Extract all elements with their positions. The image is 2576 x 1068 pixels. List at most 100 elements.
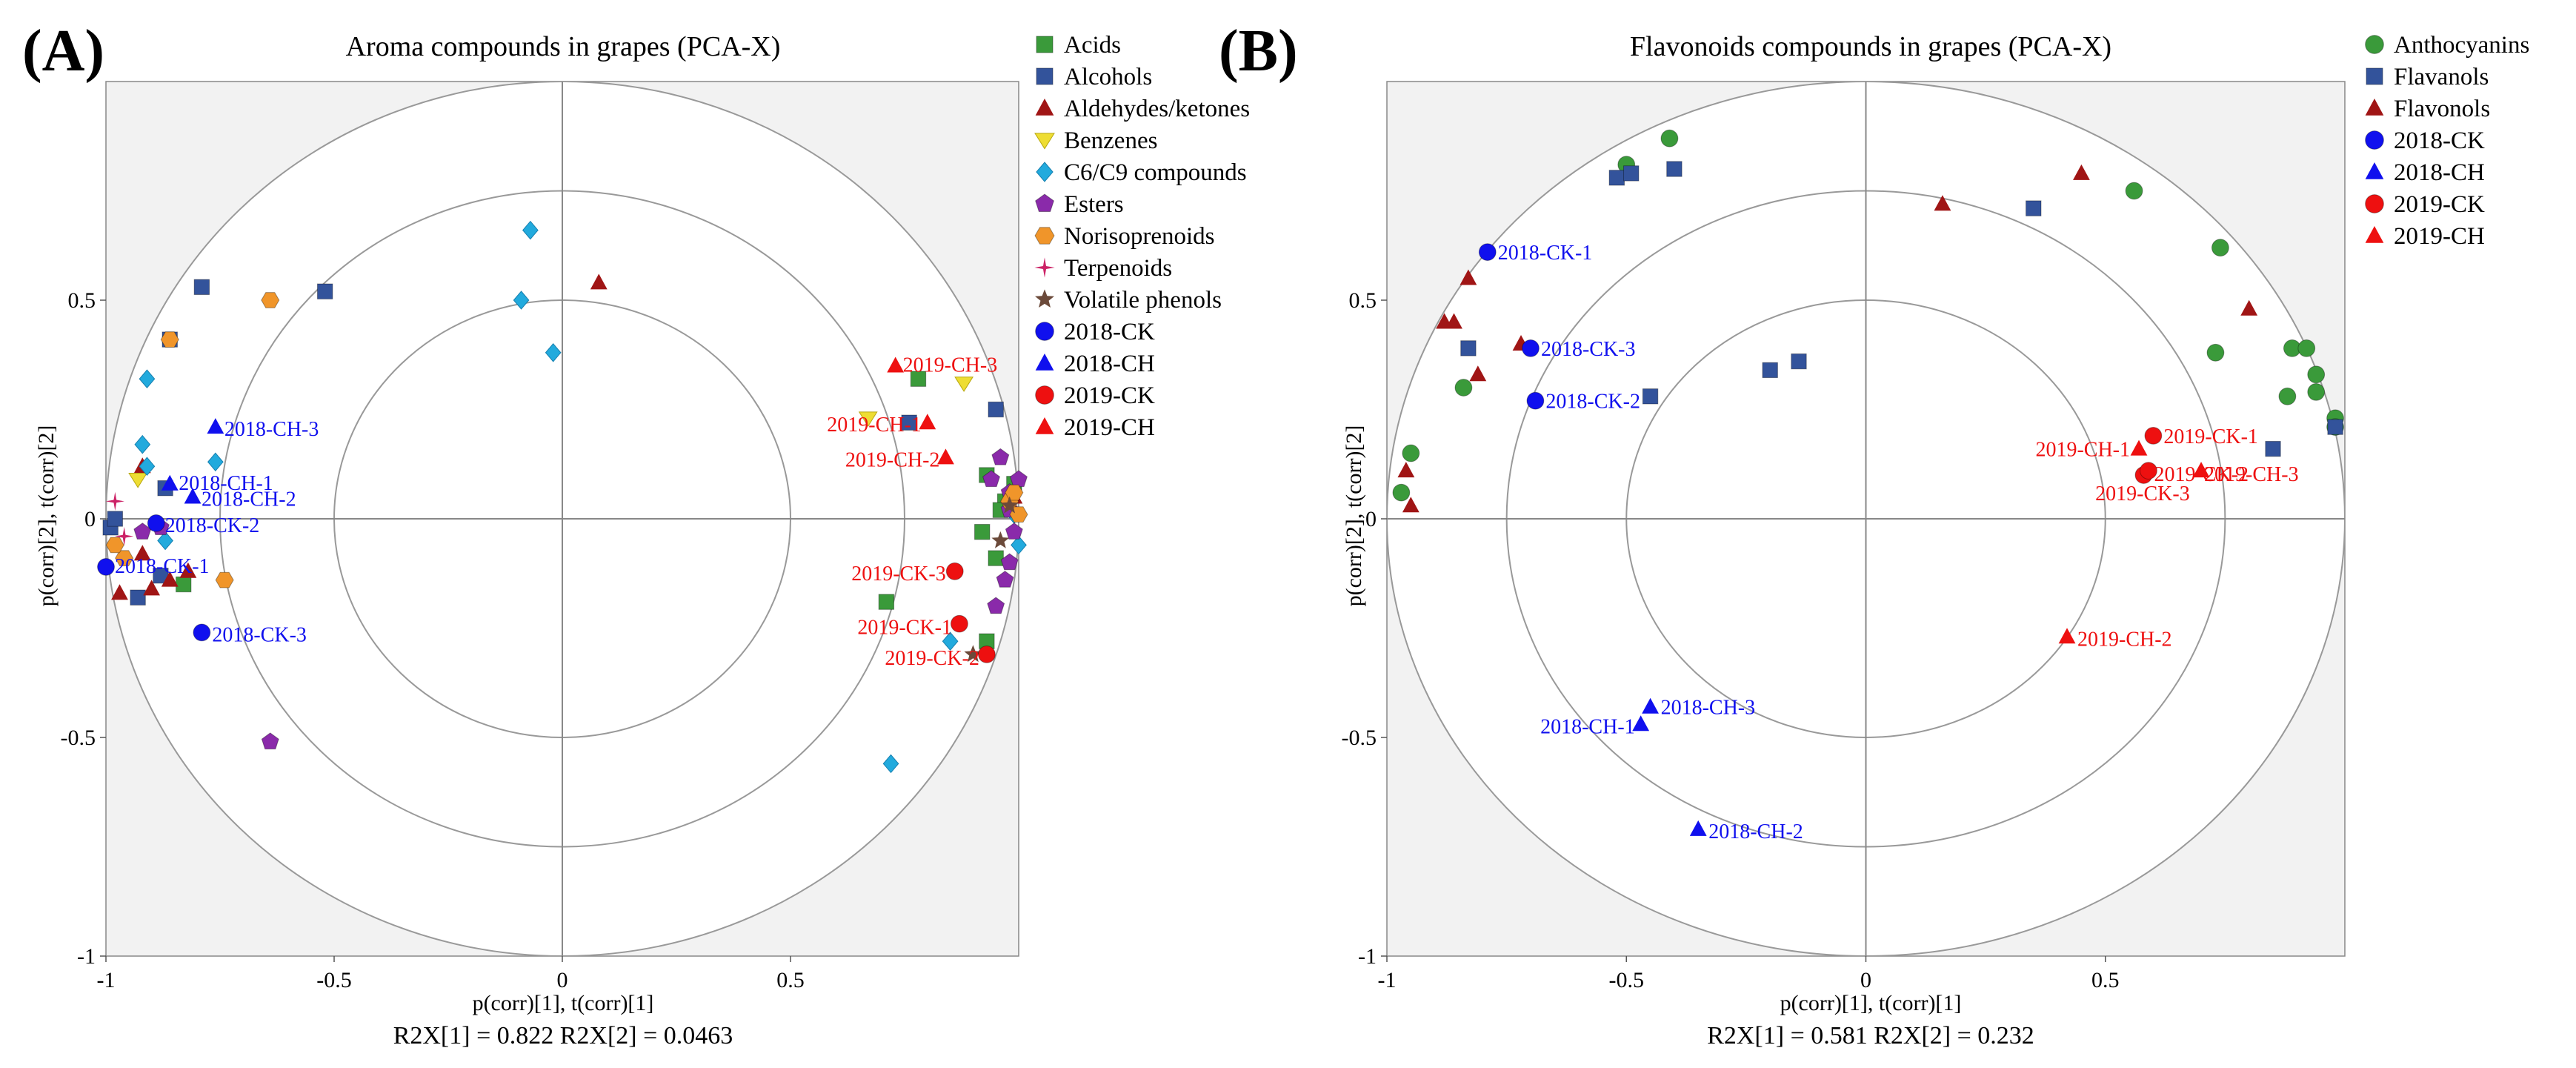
panel-b-xtick-label: 0 [1860, 968, 1871, 992]
panel-a-point-aldehydes-ketones [179, 562, 197, 578]
panel-a-obs-label-2018-ck-1: 2018-CK-1 [115, 555, 210, 578]
panel-a-label: (A) [22, 19, 104, 84]
panel-a-legend-label-benzenes: Benzenes [1064, 127, 1157, 154]
panel-a-point-aldehydes-ketones [143, 580, 160, 596]
panel-a-obs-label-2019-ch-1: 2019-CH-1 [827, 414, 922, 437]
panel-a-series-2019-ck: 2019-CK-1 2019-CK-2 2019-CK-3 [851, 562, 996, 670]
panel-b-obs-label-2019-ch-3: 2019-CH-3 [2204, 463, 2299, 486]
panel-a-legend-marker-c6-c9-compounds [1036, 162, 1054, 182]
panel-a-point-volatile-phenols [1000, 496, 1019, 514]
panel-a-legend-item-acids: Acids [1036, 32, 1121, 59]
panel-a-ytick-label: -0.5 [61, 726, 96, 750]
panel-a-point-c6-c9-compounds [942, 631, 959, 651]
panel-b-ytick-label: 0 [1365, 507, 1377, 531]
panel-a-legend-item-2019-ck: 2019-CK [1035, 382, 1155, 409]
panel-a-legend-marker-acids [1036, 36, 1054, 53]
panel-a-point-esters [1005, 523, 1023, 540]
panel-a-point-alcohols [316, 283, 333, 299]
panel-a-xtick-label: -0.5 [316, 968, 352, 992]
panel-b-point-2018-ch [1642, 697, 1659, 714]
panel-a-point-norisoprenoids [115, 550, 134, 566]
panel-b-obs-label-2018-ck-3: 2018-CK-3 [1541, 338, 1636, 361]
panel-a-point-esters [996, 570, 1014, 588]
panel-a-legend-label-acids: Acids [1064, 32, 1121, 59]
panel-a-series-c6-c9-compounds [134, 220, 1027, 774]
panel-b-point-anthocyanins [1454, 379, 1473, 397]
panel-b-ytick-label: 0.5 [1349, 288, 1377, 313]
panel-b-point-anthocyanins [2307, 383, 2326, 401]
panel-a-point-c6-c9-compounds [139, 457, 156, 476]
panel-a-legend-label-c6-c9-compounds: C6/C9 compounds [1064, 159, 1247, 186]
panel-b-legend-marker-2019-ch [2365, 226, 2384, 243]
panel-a-obs-label-2018-ch-3: 2018-CH-3 [224, 418, 319, 441]
panel-a-xtick-label: 0.5 [776, 968, 805, 992]
panel-b-point-2018-ck [1522, 339, 1540, 357]
panel-a-point-benzenes [858, 411, 878, 428]
panel-b-point-anthocyanins [1392, 483, 1411, 502]
panel-a-title: Aroma compounds in grapes (PCA-X) [346, 31, 781, 62]
panel-b-legend-item-2019-ck: 2019-CK [2365, 191, 2485, 218]
panel-a-point-c6-c9-compounds [207, 452, 224, 472]
panel-a-xlabel: p(corr)[1], t(corr)[1] [473, 991, 654, 1015]
panel-a-point-aldehydes-ketones [133, 545, 151, 561]
panel-a-point-esters [991, 448, 1010, 465]
panel-b-legend-label-2019-ch: 2019-CH [2394, 223, 2485, 250]
panel-a-legend-item-c6-c9-compounds: C6/C9 compounds [1036, 159, 1247, 186]
panel-a-point-acids [878, 594, 895, 610]
panel-b-point-2018-ck [1478, 243, 1497, 262]
panel-a-point-c6-c9-compounds [134, 434, 151, 454]
panel-a-point-aldehydes-ketones [590, 273, 608, 290]
panel-b-point-anthocyanins [1402, 444, 1420, 462]
panel-a-legend-item-benzenes: Benzenes [1034, 127, 1157, 154]
panel-a-point-terpenoids [115, 527, 134, 546]
panel-a-point-c6-c9-compounds [522, 220, 539, 240]
panel-b-point-anthocyanins [1660, 129, 1679, 147]
panel-b: (B) Flavonoids compounds in grapes (PCA-… [1219, 19, 2529, 1049]
panel-b-point-flavonols [1469, 365, 1487, 382]
panel-b-legend-item-anthocyanins: Anthocyanins [2365, 32, 2529, 59]
panel-a-series-benzenes [128, 377, 974, 488]
panel-b-point-2019-ck [2144, 427, 2163, 445]
panel-b-point-2018-ck [1526, 391, 1545, 410]
panel-a-ytick-label: 0 [84, 507, 96, 531]
panel-a-legend-label-aldehydes-ketones: Aldehydes/ketones [1064, 96, 1250, 122]
panel-b-legend-label-flavanols: Flavanols [2394, 64, 2489, 90]
panel-b-series-flavanols [1460, 161, 2343, 457]
panel-a-point-2018-ch [184, 488, 202, 504]
panel-b-point-2018-ch [1632, 715, 1650, 732]
panel-a-legend-label-volatile-phenols: Volatile phenols [1064, 287, 1222, 314]
panel-a-point-2019-ck [945, 562, 964, 580]
panel-a-legend-marker-2018-ch [1035, 354, 1054, 371]
panel-a-point-alcohols [988, 401, 1004, 418]
panel-b-legend: Anthocyanins Flavanols Flavonols 2018-CK 201… [2365, 32, 2529, 250]
panel-a-point-2018-ck [193, 623, 211, 642]
panel-a: (A) Aroma compounds in grapes (PCA-X) p(… [22, 19, 1250, 1049]
panel-b-point-flavanols [1608, 170, 1625, 186]
panel-b-legend-marker-2018-ck [2365, 130, 2384, 150]
panel-b-legend-item-flavanols: Flavanols [2366, 64, 2489, 90]
panel-a-ytick-label: -1 [77, 944, 96, 969]
panel-a-legend-marker-2019-ch [1035, 417, 1054, 434]
panel-a-legend-label-terpenoids: Terpenoids [1064, 255, 1172, 282]
panel-a-point-2019-ck [977, 646, 996, 663]
panel-a-xtick-label: -1 [97, 968, 116, 992]
panel-a-point-2019-ch [919, 414, 936, 430]
panel-a-point-2018-ck [147, 514, 165, 532]
panel-b-obs-label-2018-ch-2: 2018-CH-2 [1708, 820, 1803, 843]
panel-a-series-volatile-phenols [964, 496, 1019, 663]
panel-a-point-volatile-phenols [991, 531, 1010, 548]
panel-b-point-flavanols [1762, 362, 1778, 379]
panel-a-obs-label-2018-ck-3: 2018-CK-3 [212, 623, 307, 646]
panel-b-point-flavanols [1460, 340, 1477, 356]
panel-b-legend-item-flavonols: Flavonols [2365, 96, 2490, 122]
panel-a-obs-label-2018-ch-1: 2018-CH-1 [179, 472, 273, 495]
panel-a-point-aldehydes-ketones [111, 584, 128, 600]
panel-a-point-norisoprenoids [160, 331, 179, 348]
panel-a-point-acids [176, 576, 192, 593]
panel-b-obs-label-2019-ch-2: 2019-CH-2 [2077, 628, 2172, 651]
panel-a-obs-label-2019-ch-3: 2019-CH-3 [903, 354, 998, 377]
panel-a-legend-item-2018-ck: 2018-CK [1035, 319, 1155, 345]
panel-b-r2: R2X[1] = 0.581 R2X[2] = 0.232 [1707, 1022, 2034, 1049]
panel-a-legend-marker-2019-ck [1035, 385, 1054, 405]
panel-b-point-flavonols [1402, 497, 1420, 513]
